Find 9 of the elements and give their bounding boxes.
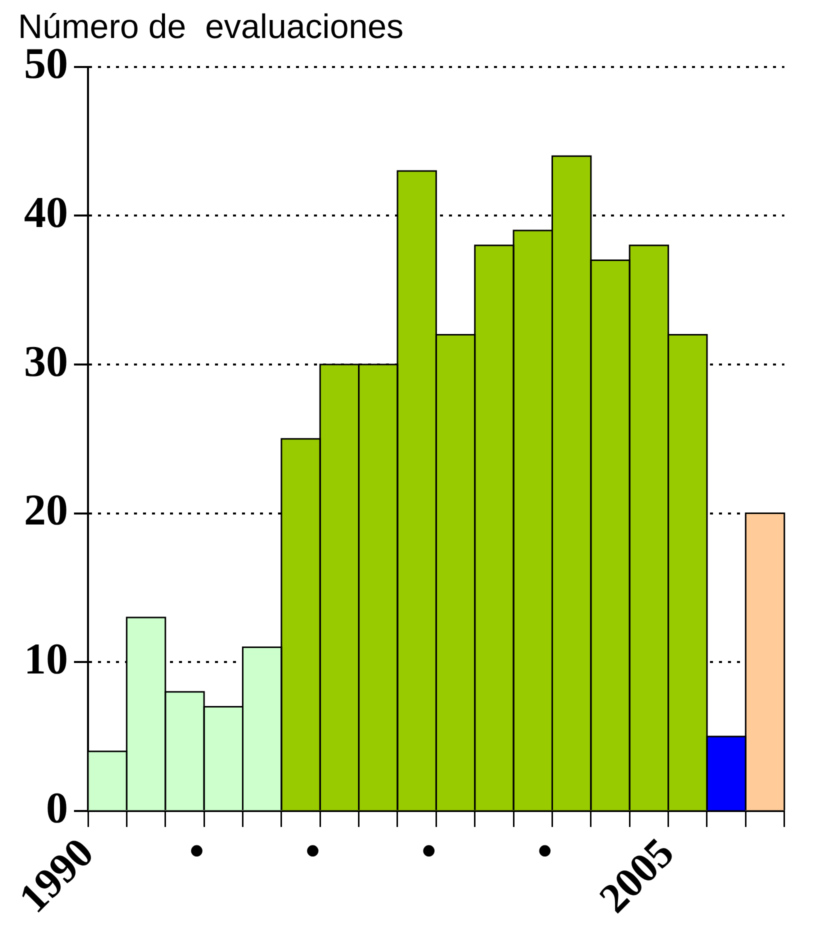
x-tick-label: • <box>524 830 567 873</box>
y-tick-label: 40 <box>24 188 68 237</box>
y-tick-label: 0 <box>46 783 68 832</box>
x-tick-label: • <box>408 830 451 873</box>
x-tick-label: • <box>176 830 219 873</box>
y-tick-label: 20 <box>24 486 68 535</box>
x-tick-label: • <box>292 830 335 873</box>
y-tick-label: 10 <box>24 634 68 684</box>
y-tick-label: 30 <box>24 336 68 386</box>
